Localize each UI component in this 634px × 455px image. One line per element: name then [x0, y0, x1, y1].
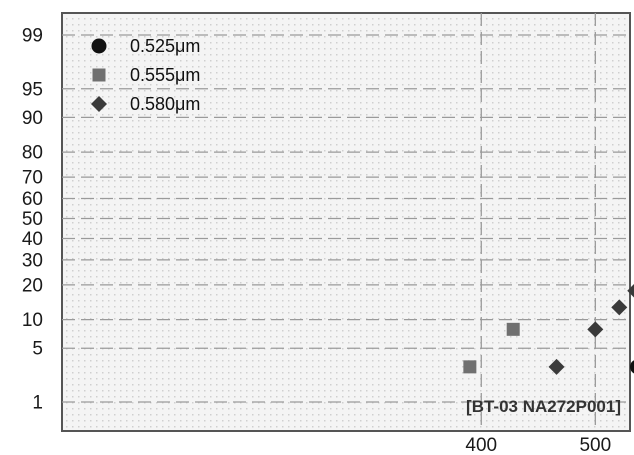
grid	[62, 13, 630, 431]
data-point	[611, 299, 628, 316]
y-tick-label: 95	[22, 79, 43, 100]
plot-texture	[63, 14, 629, 430]
legend: 0.525μm 0.555μm 0.580μm	[91, 36, 200, 114]
y-tick-label: 40	[22, 229, 43, 250]
data-point	[587, 321, 604, 338]
y-tick-label: 1	[32, 393, 43, 414]
y-tick-label: 80	[22, 143, 43, 164]
data-point	[627, 283, 634, 298]
y-tick-label: 10	[22, 310, 43, 331]
legend-label: 0.580μm	[130, 94, 200, 114]
data-point	[630, 360, 634, 374]
data-point	[506, 322, 520, 336]
chart-annotation: [BT-03 NA272P001]	[466, 397, 621, 416]
data-point	[463, 360, 477, 374]
data-point	[548, 358, 565, 375]
y-tick-label: 90	[22, 108, 43, 129]
tick-labels: 400500600700800151020304050607080909599	[22, 26, 611, 455]
x-tick-label: 400	[465, 435, 497, 455]
y-tick-label: 5	[32, 339, 43, 360]
legend-label: 0.525μm	[130, 36, 200, 56]
legend-marker	[92, 68, 106, 82]
y-tick-label: 20	[22, 275, 43, 296]
y-tick-label: 60	[22, 189, 43, 210]
legend-marker	[91, 38, 107, 54]
x-tick-label: 500	[579, 435, 611, 455]
data-points	[463, 283, 634, 375]
legend-marker	[91, 96, 107, 112]
y-tick-label: 50	[22, 209, 43, 230]
legend-label: 0.555μm	[130, 65, 200, 85]
y-tick-label: 70	[22, 168, 43, 189]
y-tick-label: 99	[22, 26, 43, 47]
y-tick-label: 30	[22, 250, 43, 271]
